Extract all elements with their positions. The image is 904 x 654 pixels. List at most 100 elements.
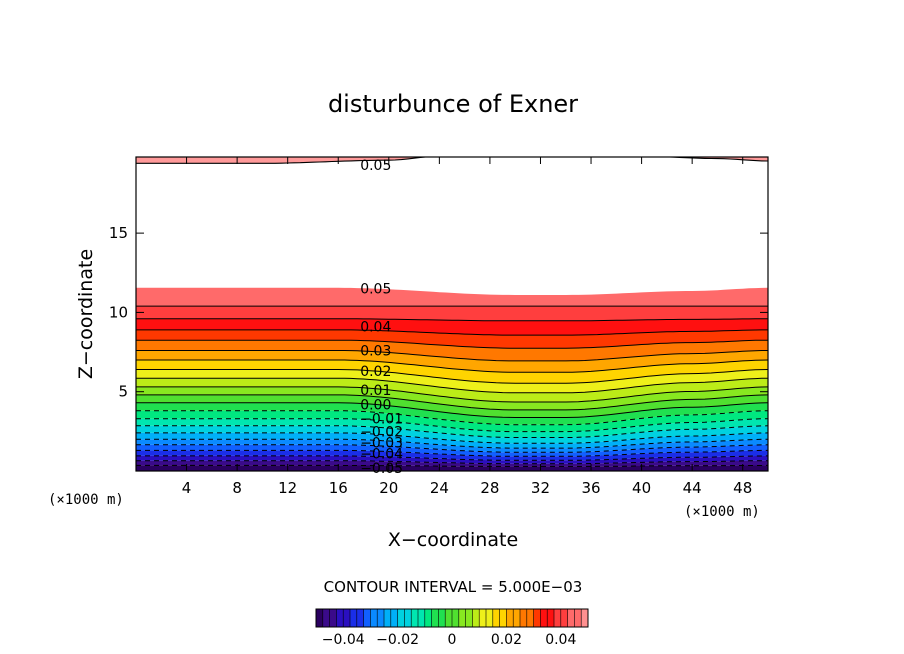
contour-label: 0.04 — [360, 320, 391, 336]
contour-band — [136, 360, 768, 384]
contour-label: −0.05 — [360, 461, 403, 477]
plot-frame — [135, 156, 769, 472]
colorbar-cell — [329, 609, 337, 627]
colorbar-cell — [445, 609, 453, 627]
colorbar-tick-label: −0.02 — [376, 632, 419, 648]
contour-band — [136, 350, 768, 373]
x-tick-label: 12 — [278, 479, 297, 497]
contour-line — [136, 377, 768, 394]
contour-band — [136, 410, 768, 432]
x-tick-label: 24 — [430, 479, 449, 497]
y-tick-label: 10 — [109, 303, 128, 321]
x-tick-label: 36 — [581, 479, 600, 497]
contour-band — [136, 386, 768, 410]
colorbar-cell — [547, 609, 555, 627]
x-tick-label: 40 — [632, 479, 651, 497]
colorbar-cell — [506, 609, 514, 627]
colorbar-cell — [567, 609, 575, 627]
contour-line-layer — [136, 157, 768, 467]
colorbar-cell — [316, 609, 324, 627]
contour-line — [136, 350, 768, 362]
contour-line — [136, 418, 768, 433]
chart-title: disturbunce of Exner — [328, 90, 578, 118]
colorbar-tick-label: 0.04 — [545, 632, 576, 648]
x-tick-label: 8 — [232, 479, 242, 497]
colorbar-cell — [438, 609, 446, 627]
colorbar-cell — [540, 609, 548, 627]
colorbar-tick-label: 0.02 — [491, 632, 522, 648]
colorbar-cell — [418, 609, 426, 627]
colorbar-frame — [315, 608, 589, 628]
contour-band — [136, 369, 768, 393]
x-tick-label: 16 — [329, 479, 348, 497]
contour-line — [136, 369, 768, 384]
contour-line — [136, 449, 768, 457]
colorbar-cell — [520, 609, 528, 627]
x-unit-label-right: (×1000 m) — [684, 504, 760, 520]
colorbar-cell — [479, 609, 487, 627]
contour-band — [136, 455, 768, 464]
contour-band — [136, 394, 768, 418]
colorbar-cell — [322, 609, 330, 627]
contour-line — [136, 410, 768, 426]
contour-line — [136, 444, 768, 453]
y-axis-label: Z−coordinate — [75, 249, 97, 379]
colorbar-tick-label: 0 — [448, 632, 457, 648]
colorbar-cell — [404, 609, 412, 627]
colorbar-tick-label: −0.04 — [322, 632, 365, 648]
contour-line — [136, 438, 768, 449]
colorbar-cell — [526, 609, 534, 627]
contour-label: 0.03 — [360, 343, 391, 359]
contour-line — [136, 329, 768, 336]
colorbar-cell — [560, 609, 568, 627]
colorbar-cell — [554, 609, 562, 627]
colorbar-cell — [343, 609, 351, 627]
contour-label: 0.00 — [360, 397, 391, 413]
contour-fill-layer — [136, 157, 768, 471]
colorbar-cell — [458, 609, 466, 627]
colorbar — [315, 608, 589, 628]
contour-line — [136, 402, 768, 418]
x-tick-label: 44 — [683, 479, 702, 497]
contour-line — [136, 455, 768, 461]
colorbar-cell — [533, 609, 541, 627]
contour-band — [136, 402, 768, 425]
contour-band — [136, 340, 768, 361]
x-tick-label: 28 — [480, 479, 499, 497]
contour-band — [136, 306, 768, 321]
contour-label: −0.02 — [360, 424, 403, 440]
colorbar-cell — [424, 609, 432, 627]
contour-band — [136, 318, 768, 336]
contour-line — [136, 460, 768, 465]
contour-line — [136, 318, 768, 322]
colorbar-cell — [390, 609, 398, 627]
contour-label: 0.05 — [360, 158, 391, 174]
contour-line — [136, 157, 768, 164]
colorbar-cell — [384, 609, 392, 627]
contour-band — [136, 450, 768, 461]
colorbar-cell — [370, 609, 378, 627]
colorbar-cell — [472, 609, 480, 627]
colorbar-cell — [411, 609, 419, 627]
colorbar-cell — [431, 609, 439, 627]
contour-line — [136, 359, 768, 373]
contour-label: −0.04 — [360, 447, 403, 463]
x-tick-label: 20 — [379, 479, 398, 497]
x-tick-label: 48 — [733, 479, 752, 497]
contour-label: 0.01 — [360, 383, 391, 399]
contour-label: −0.01 — [360, 412, 403, 428]
contour-line — [136, 425, 768, 438]
contour-band — [136, 378, 768, 402]
contour-line — [136, 386, 768, 403]
x-tick-label: 4 — [182, 479, 192, 497]
colorbar-cell — [499, 609, 507, 627]
contour-line — [136, 432, 768, 444]
y-tick-label: 15 — [109, 224, 128, 242]
colorbar-cell — [397, 609, 405, 627]
contour-band — [136, 465, 768, 471]
x-tick-label: 32 — [531, 479, 550, 497]
contour-band — [136, 287, 768, 307]
contour-label: 0.02 — [360, 364, 391, 380]
